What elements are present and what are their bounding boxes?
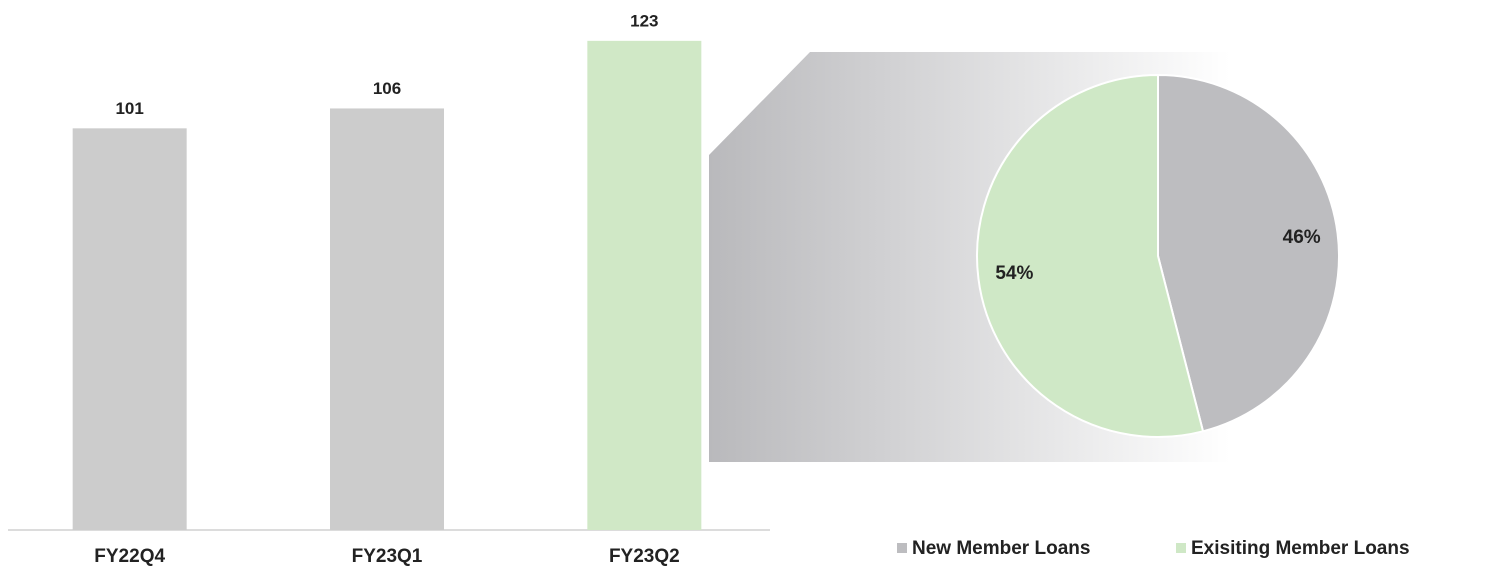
bar xyxy=(587,40,702,530)
bar xyxy=(330,108,444,530)
legend-swatch xyxy=(1176,543,1186,553)
value-label: 106 xyxy=(373,79,401,98)
legend-swatch xyxy=(897,543,907,553)
pie-slice xyxy=(1157,73,1340,433)
value-label: 123 xyxy=(630,11,658,30)
x-tick-label: FY23Q1 xyxy=(352,546,423,567)
value-label: 46% xyxy=(1283,227,1321,248)
value-label: 54% xyxy=(995,263,1033,284)
legend-label: New Member Loans xyxy=(912,538,1090,559)
x-tick-label: FY22Q4 xyxy=(94,546,165,567)
x-tick-label: FY23Q2 xyxy=(609,546,680,567)
pie-slice xyxy=(976,73,1205,438)
bar xyxy=(72,128,187,531)
value-label: 101 xyxy=(115,99,143,118)
legend-label: Exisiting Member Loans xyxy=(1191,538,1410,559)
